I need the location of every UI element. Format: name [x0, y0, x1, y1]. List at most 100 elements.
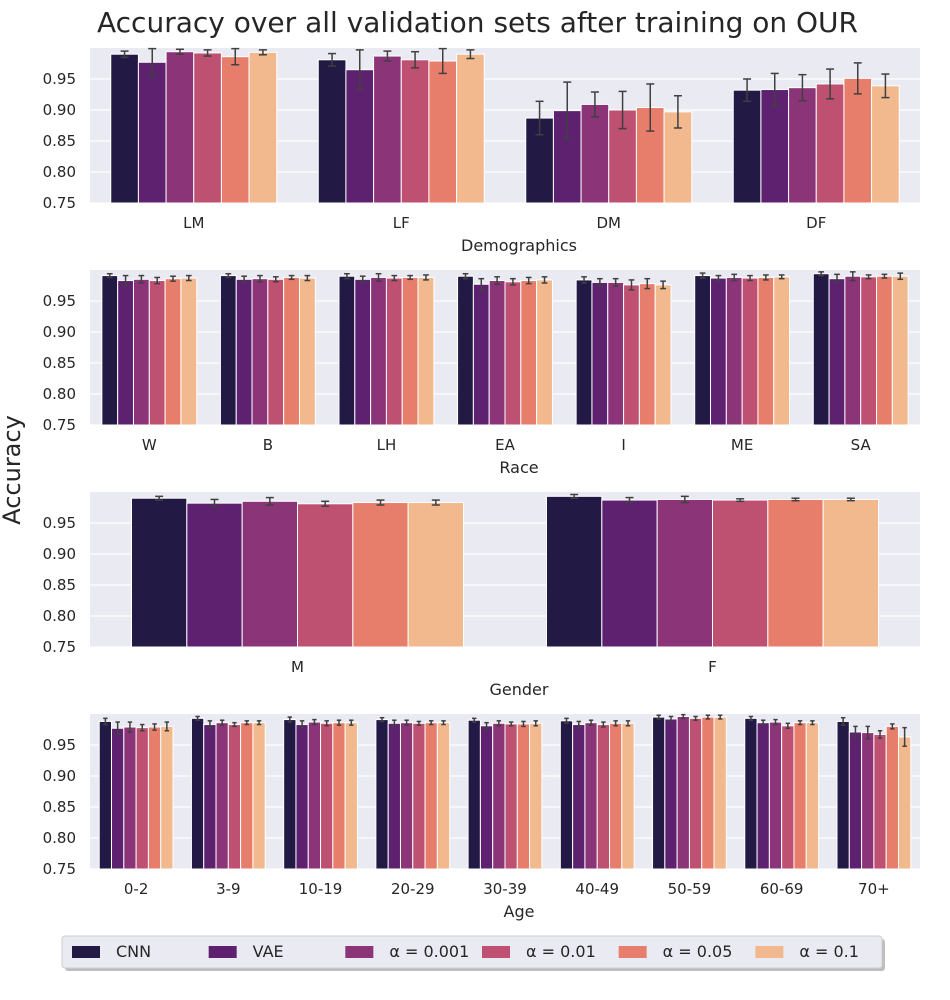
bar-50-59-series-2 — [676, 715, 690, 870]
bar-f-series-5 — [822, 498, 880, 648]
bar-lf-series-5 — [456, 53, 485, 204]
bar-10-19-series-5 — [344, 722, 358, 870]
bar-sa-series-3 — [860, 276, 878, 426]
subplot-race: 0.75 0.80 0.85 0.90 0.95 W B LH EA I ME SA Race — [43, 270, 920, 477]
bar-i-series-0 — [575, 279, 593, 426]
bar-w-series-1 — [117, 280, 134, 426]
bar-3-9-series-2 — [215, 722, 229, 870]
bar-lf-series-0 — [317, 59, 347, 204]
bar-ea-series-1 — [472, 283, 490, 426]
bar-i-series-4 — [638, 283, 656, 426]
x-tick-label: LH — [377, 436, 397, 454]
x-tick-label: W — [142, 436, 157, 454]
bar-lh-series-2 — [370, 276, 387, 426]
bar-df-series-1 — [760, 89, 790, 204]
x-tick-label: F — [708, 658, 717, 676]
y-tick-label: 0.80 — [43, 385, 76, 403]
x-tick-label: 20-29 — [391, 880, 435, 898]
chart-panels: 0.75 0.80 0.85 0.90 0.95 LM LF DM DF Demographics… — [43, 47, 920, 921]
bar-3-9-series-1 — [203, 724, 217, 870]
bar-lm-series-5 — [248, 51, 278, 204]
bar-lf-series-2 — [373, 55, 402, 204]
bar-df-series-0 — [732, 89, 762, 204]
bar-ea-series-4 — [520, 280, 538, 426]
bar-b-series-2 — [251, 278, 269, 426]
bar-40-49-series-2 — [584, 722, 598, 870]
bar-10-19-series-1 — [295, 724, 309, 870]
subplot-age: 0.75 0.80 0.85 0.90 0.95 0-2 3-9 10-19 20-29 30-3… — [43, 713, 920, 921]
bar-60-69-series-4 — [793, 722, 807, 870]
x-tick-label: ME — [731, 436, 753, 454]
bar-70+-series-4 — [885, 725, 899, 870]
bar-ea-series-0 — [457, 275, 474, 426]
bar-m-series-5 — [407, 502, 464, 648]
bar-df-series-5 — [871, 85, 900, 204]
bar-f-series-3 — [712, 499, 769, 648]
bar-w-series-4 — [164, 278, 182, 426]
y-tick-label: 0.80 — [43, 163, 76, 181]
x-tick-label: 70+ — [858, 880, 890, 898]
x-axis-label: Demographics — [461, 236, 577, 255]
bar-me-series-2 — [725, 276, 743, 426]
x-tick-label: M — [291, 658, 304, 676]
y-tick-label: 0.75 — [43, 638, 76, 656]
bar-50-59-series-0 — [652, 716, 666, 870]
bar-i-series-2 — [607, 281, 625, 426]
bar-40-49-series-4 — [609, 722, 623, 870]
bar-lh-series-1 — [354, 278, 372, 426]
bar-ea-series-3 — [504, 281, 522, 426]
bar-20-29-series-4 — [424, 722, 438, 870]
bar-sa-series-5 — [891, 275, 909, 426]
legend-swatch — [482, 946, 510, 958]
y-tick-label: 0.95 — [43, 736, 76, 754]
x-axis-label: Gender — [490, 680, 549, 699]
bar-lh-series-3 — [385, 277, 403, 426]
legend-label: α = 0.05 — [663, 942, 733, 961]
legend-label: VAE — [253, 942, 284, 961]
bar-df-series-3 — [815, 83, 845, 204]
bar-i-series-5 — [654, 284, 672, 426]
bar-20-29-series-5 — [436, 722, 451, 870]
bar-lm-series-0 — [110, 53, 139, 204]
bar-m-series-0 — [131, 497, 188, 648]
x-tick-label: I — [621, 436, 625, 454]
y-tick-label: 0.75 — [43, 860, 76, 878]
bar-50-59-series-4 — [701, 716, 715, 870]
legend-swatch — [208, 946, 237, 958]
x-tick-label: DF — [806, 214, 826, 232]
bar-0-2-series-3 — [135, 727, 149, 870]
y-tick-label: 0.95 — [43, 514, 76, 532]
bar-70+-series-0 — [836, 720, 850, 870]
bar-10-19-series-0 — [283, 719, 297, 870]
bar-30-39-series-2 — [492, 722, 506, 870]
bar-40-49-series-3 — [596, 724, 611, 870]
x-tick-label: 60-69 — [760, 880, 804, 898]
bar-0-2-series-2 — [123, 726, 137, 870]
legend: CNN VAE α = 0.001 α = 0.01 α = 0.05 α = 0.1 — [61, 935, 885, 971]
bar-w-series-5 — [180, 277, 198, 426]
y-tick-label: 0.95 — [43, 70, 76, 88]
bar-b-series-4 — [283, 276, 300, 426]
bar-3-9-series-4 — [240, 722, 254, 870]
bar-lf-series-3 — [400, 59, 430, 204]
bar-30-39-series-3 — [504, 723, 518, 870]
bar-0-2-series-4 — [147, 726, 162, 870]
x-tick-label: DM — [597, 214, 622, 232]
bar-30-39-series-0 — [467, 719, 481, 870]
bar-i-series-3 — [623, 284, 640, 426]
y-tick-label: 0.95 — [43, 292, 76, 310]
bar-0-2-series-0 — [98, 720, 113, 870]
bar-20-29-series-2 — [399, 722, 414, 870]
bar-60-69-series-5 — [805, 722, 820, 870]
bar-40-49-series-5 — [621, 722, 635, 870]
figure-ylabel: Accuracy — [0, 415, 26, 525]
subplot-demographics: 0.75 0.80 0.85 0.90 0.95 LM LF DM DF Demographics — [43, 47, 920, 255]
bar-20-29-series-3 — [412, 722, 426, 870]
bar-me-series-4 — [757, 276, 775, 426]
bar-60-69-series-2 — [768, 721, 783, 870]
bar-70+-series-2 — [861, 732, 875, 870]
x-axis-label: Age — [504, 902, 535, 921]
bar-lm-series-4 — [220, 56, 250, 204]
bar-lm-series-3 — [193, 52, 222, 204]
bar-10-19-series-2 — [307, 721, 322, 870]
